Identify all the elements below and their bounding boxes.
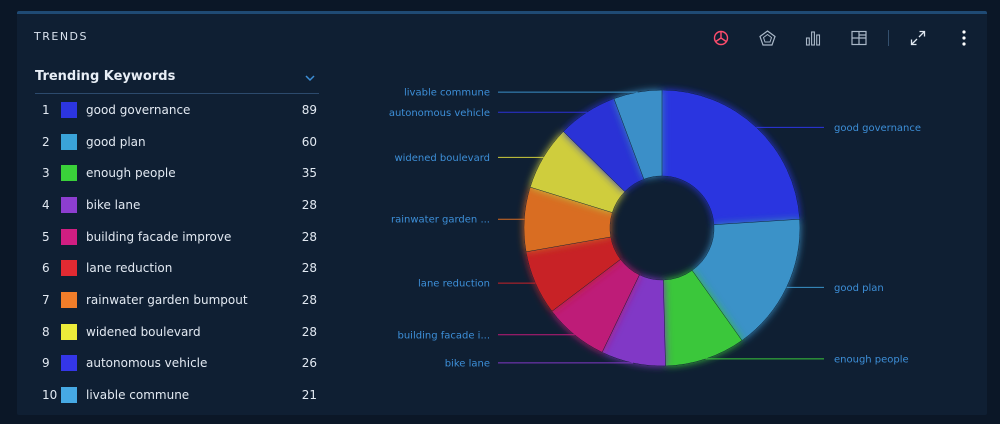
color-swatch bbox=[61, 165, 77, 182]
chevron-down-icon[interactable] bbox=[303, 70, 317, 84]
keyword-name: bike lane bbox=[86, 197, 141, 212]
slice-label: autonomous vehicle bbox=[389, 108, 490, 119]
keyword-name: good governance bbox=[86, 102, 191, 117]
keyword-name: widened boulevard bbox=[86, 324, 201, 339]
keyword-name: rainwater garden bumpout bbox=[86, 292, 248, 307]
slice-label: enough people bbox=[834, 354, 909, 365]
keyword-rank: 4 bbox=[42, 197, 50, 212]
toolbar-divider bbox=[888, 30, 889, 46]
list-item[interactable]: 6 lane reduction 28 bbox=[35, 252, 319, 284]
color-swatch bbox=[61, 387, 77, 404]
chart-toolbar bbox=[698, 24, 987, 52]
list-item[interactable]: 1 good governance 89 bbox=[35, 94, 319, 126]
trends-panel: TRENDS Trending Keywords 1 good governanc… bbox=[17, 11, 987, 415]
keyword-name: lane reduction bbox=[86, 261, 173, 276]
keyword-rank: 8 bbox=[42, 324, 50, 339]
table-icon[interactable] bbox=[836, 24, 882, 52]
list-item[interactable]: 7 rainwater garden bumpout 28 bbox=[35, 284, 319, 316]
keyword-name: livable commune bbox=[86, 388, 190, 403]
slice-label: good plan bbox=[834, 283, 884, 294]
keyword-count: 89 bbox=[301, 102, 317, 117]
keyword-rank: 10 bbox=[42, 388, 58, 403]
keyword-list: 1 good governance 89 2 good plan 60 3 enough pe… bbox=[35, 94, 319, 411]
bar-chart-icon[interactable] bbox=[790, 24, 836, 52]
color-swatch bbox=[61, 101, 77, 118]
trending-keywords-title: Trending Keywords bbox=[35, 69, 176, 84]
trending-keywords-header[interactable]: Trending Keywords bbox=[35, 66, 319, 94]
color-swatch bbox=[61, 196, 77, 213]
pie-chart-icon[interactable] bbox=[698, 24, 744, 52]
slice-label: lane reduction bbox=[418, 279, 490, 290]
keyword-count: 28 bbox=[301, 324, 317, 339]
keyword-count: 28 bbox=[301, 229, 317, 244]
keyword-count: 28 bbox=[301, 261, 317, 276]
slice-label: livable commune bbox=[404, 88, 490, 99]
more-vertical-icon[interactable] bbox=[941, 24, 987, 52]
color-swatch bbox=[61, 291, 77, 308]
radar-chart-icon[interactable] bbox=[744, 24, 790, 52]
keyword-rank: 2 bbox=[42, 134, 50, 149]
list-item[interactable]: 8 widened boulevard 28 bbox=[35, 316, 319, 348]
keyword-count: 28 bbox=[301, 197, 317, 212]
list-item[interactable]: 9 autonomous vehicle 26 bbox=[35, 348, 319, 380]
list-item[interactable]: 2 good plan 60 bbox=[35, 126, 319, 158]
color-swatch bbox=[61, 228, 77, 245]
donut-slice[interactable] bbox=[661, 89, 800, 225]
keyword-count: 21 bbox=[301, 388, 317, 403]
slice-label: bike lane bbox=[445, 358, 490, 369]
slice-label: building facade i... bbox=[398, 330, 491, 341]
list-item[interactable]: 3 enough people 35 bbox=[35, 157, 319, 189]
color-swatch bbox=[61, 133, 77, 150]
keyword-rank: 3 bbox=[42, 166, 50, 181]
keyword-name: autonomous vehicle bbox=[86, 356, 208, 371]
donut-slice[interactable] bbox=[691, 218, 801, 341]
keyword-name: enough people bbox=[86, 166, 176, 181]
keyword-rank: 6 bbox=[42, 261, 50, 276]
keyword-name: good plan bbox=[86, 134, 146, 149]
list-item[interactable]: 4 bike lane 28 bbox=[35, 189, 319, 221]
slice-label: widened boulevard bbox=[394, 153, 490, 164]
color-swatch bbox=[61, 355, 77, 372]
list-item[interactable]: 5 building facade improve 28 bbox=[35, 221, 319, 253]
color-swatch bbox=[61, 260, 77, 277]
keyword-count: 28 bbox=[301, 292, 317, 307]
keyword-rank: 5 bbox=[42, 229, 50, 244]
keyword-name: building facade improve bbox=[86, 229, 232, 244]
expand-icon[interactable] bbox=[895, 24, 941, 52]
donut-slice[interactable] bbox=[613, 89, 663, 180]
keyword-count: 35 bbox=[301, 166, 317, 181]
keyword-rank: 7 bbox=[42, 292, 50, 307]
panel-title: TRENDS bbox=[34, 30, 88, 43]
list-item[interactable]: 10 livable commune 21 bbox=[35, 379, 319, 411]
keyword-rank: 9 bbox=[42, 356, 50, 371]
slice-label: good governance bbox=[834, 123, 921, 134]
keyword-count: 60 bbox=[301, 134, 317, 149]
color-swatch bbox=[61, 323, 77, 340]
keyword-count: 26 bbox=[301, 356, 317, 371]
slice-label: rainwater garden ... bbox=[391, 215, 490, 226]
keyword-rank: 1 bbox=[42, 102, 50, 117]
